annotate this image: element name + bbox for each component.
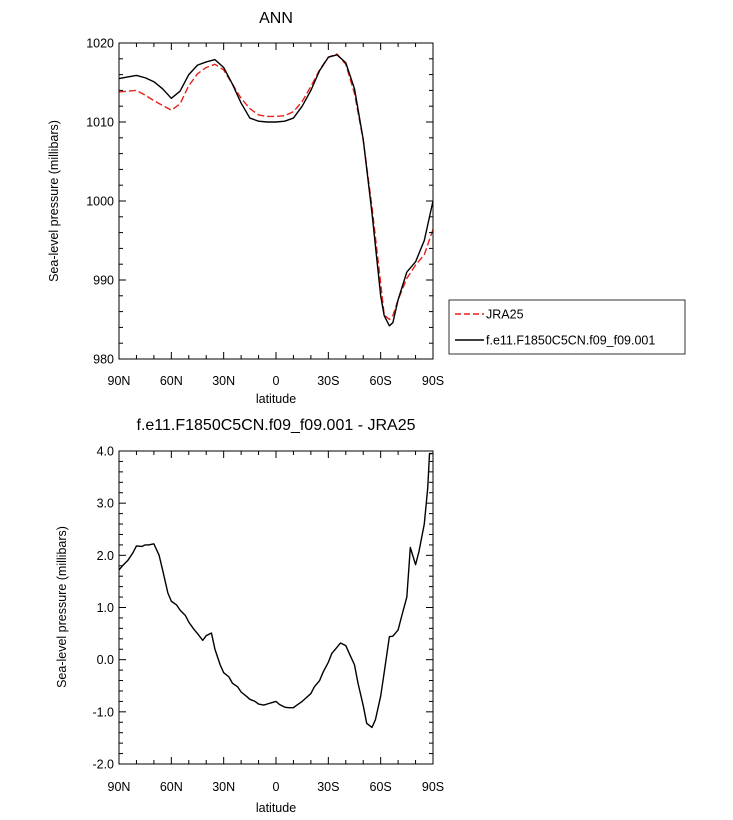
bottom-x-tick-label: 60N xyxy=(160,780,183,794)
legend: JRA25 f.e11.F1850C5CN.f09_f09.001 xyxy=(448,299,686,355)
bottom-y-tick-label: 0.0 xyxy=(97,653,114,667)
bottom-y-tick-label: -2.0 xyxy=(92,758,114,772)
legend-box xyxy=(448,299,686,355)
top-x-tick-label: 90S xyxy=(422,374,444,388)
top-x-tick-label: 0 xyxy=(273,374,280,388)
top-x-axis-label: latitude xyxy=(256,392,296,406)
legend-label-model: f.e11.F1850C5CN.f09_f09.001 xyxy=(486,334,655,348)
legend-label-jra25: JRA25 xyxy=(486,308,524,322)
bottom-x-tick-label: 60S xyxy=(370,780,392,794)
bottom-x-tick-label: 30S xyxy=(317,780,339,794)
top-y-tick-label: 1000 xyxy=(86,195,114,209)
top-x-tick-label: 60S xyxy=(370,374,392,388)
top-x-tick-label: 90N xyxy=(108,374,131,388)
top-y-tick-label: 1020 xyxy=(86,37,114,51)
bottom-chart-panel: f.e11.F1850C5CN.f09_f09.001 - JRA25 90N 6… xyxy=(55,417,444,815)
bottom-series-line-0 xyxy=(118,452,433,729)
top-chart-title: ANN xyxy=(259,10,293,27)
bottom-x-tick-label: 90N xyxy=(108,780,131,794)
top-y-tick-label: 990 xyxy=(93,274,114,288)
top-series-line-0 xyxy=(118,53,434,321)
top-series-line-1 xyxy=(118,54,434,327)
top-x-tick-label: 30S xyxy=(317,374,339,388)
bottom-x-tick-label: 90S xyxy=(422,780,444,794)
bottom-x-tick-label: 30N xyxy=(212,780,235,794)
bottom-y-tick-label: 3.0 xyxy=(97,497,114,511)
top-plot-frame xyxy=(118,42,434,360)
bottom-x-axis-label: latitude xyxy=(256,801,296,815)
bottom-chart-title: f.e11.F1850C5CN.f09_f09.001 - JRA25 xyxy=(137,417,416,434)
bottom-y-axis-label: Sea-level pressure (millibars) xyxy=(55,526,69,688)
top-x-tick-label: 30N xyxy=(212,374,235,388)
bottom-y-tick-label: -1.0 xyxy=(92,705,114,719)
bottom-y-tick-label: 4.0 xyxy=(97,445,114,459)
bottom-x-tick-label: 0 xyxy=(273,780,280,794)
top-x-tick-label: 60N xyxy=(160,374,183,388)
bottom-y-tick-label: 1.0 xyxy=(97,601,114,615)
top-y-tick-label: 980 xyxy=(93,353,114,367)
bottom-plot-frame xyxy=(118,450,434,765)
bottom-y-tick-label: 2.0 xyxy=(97,549,114,563)
top-y-tick-label: 1010 xyxy=(86,116,114,130)
top-chart-panel: ANN 90N 60N 30N 0 30S 60S 90S 980 990 1000 1010 10… xyxy=(47,10,444,406)
top-y-axis-label: Sea-level pressure (millibars) xyxy=(47,120,61,282)
